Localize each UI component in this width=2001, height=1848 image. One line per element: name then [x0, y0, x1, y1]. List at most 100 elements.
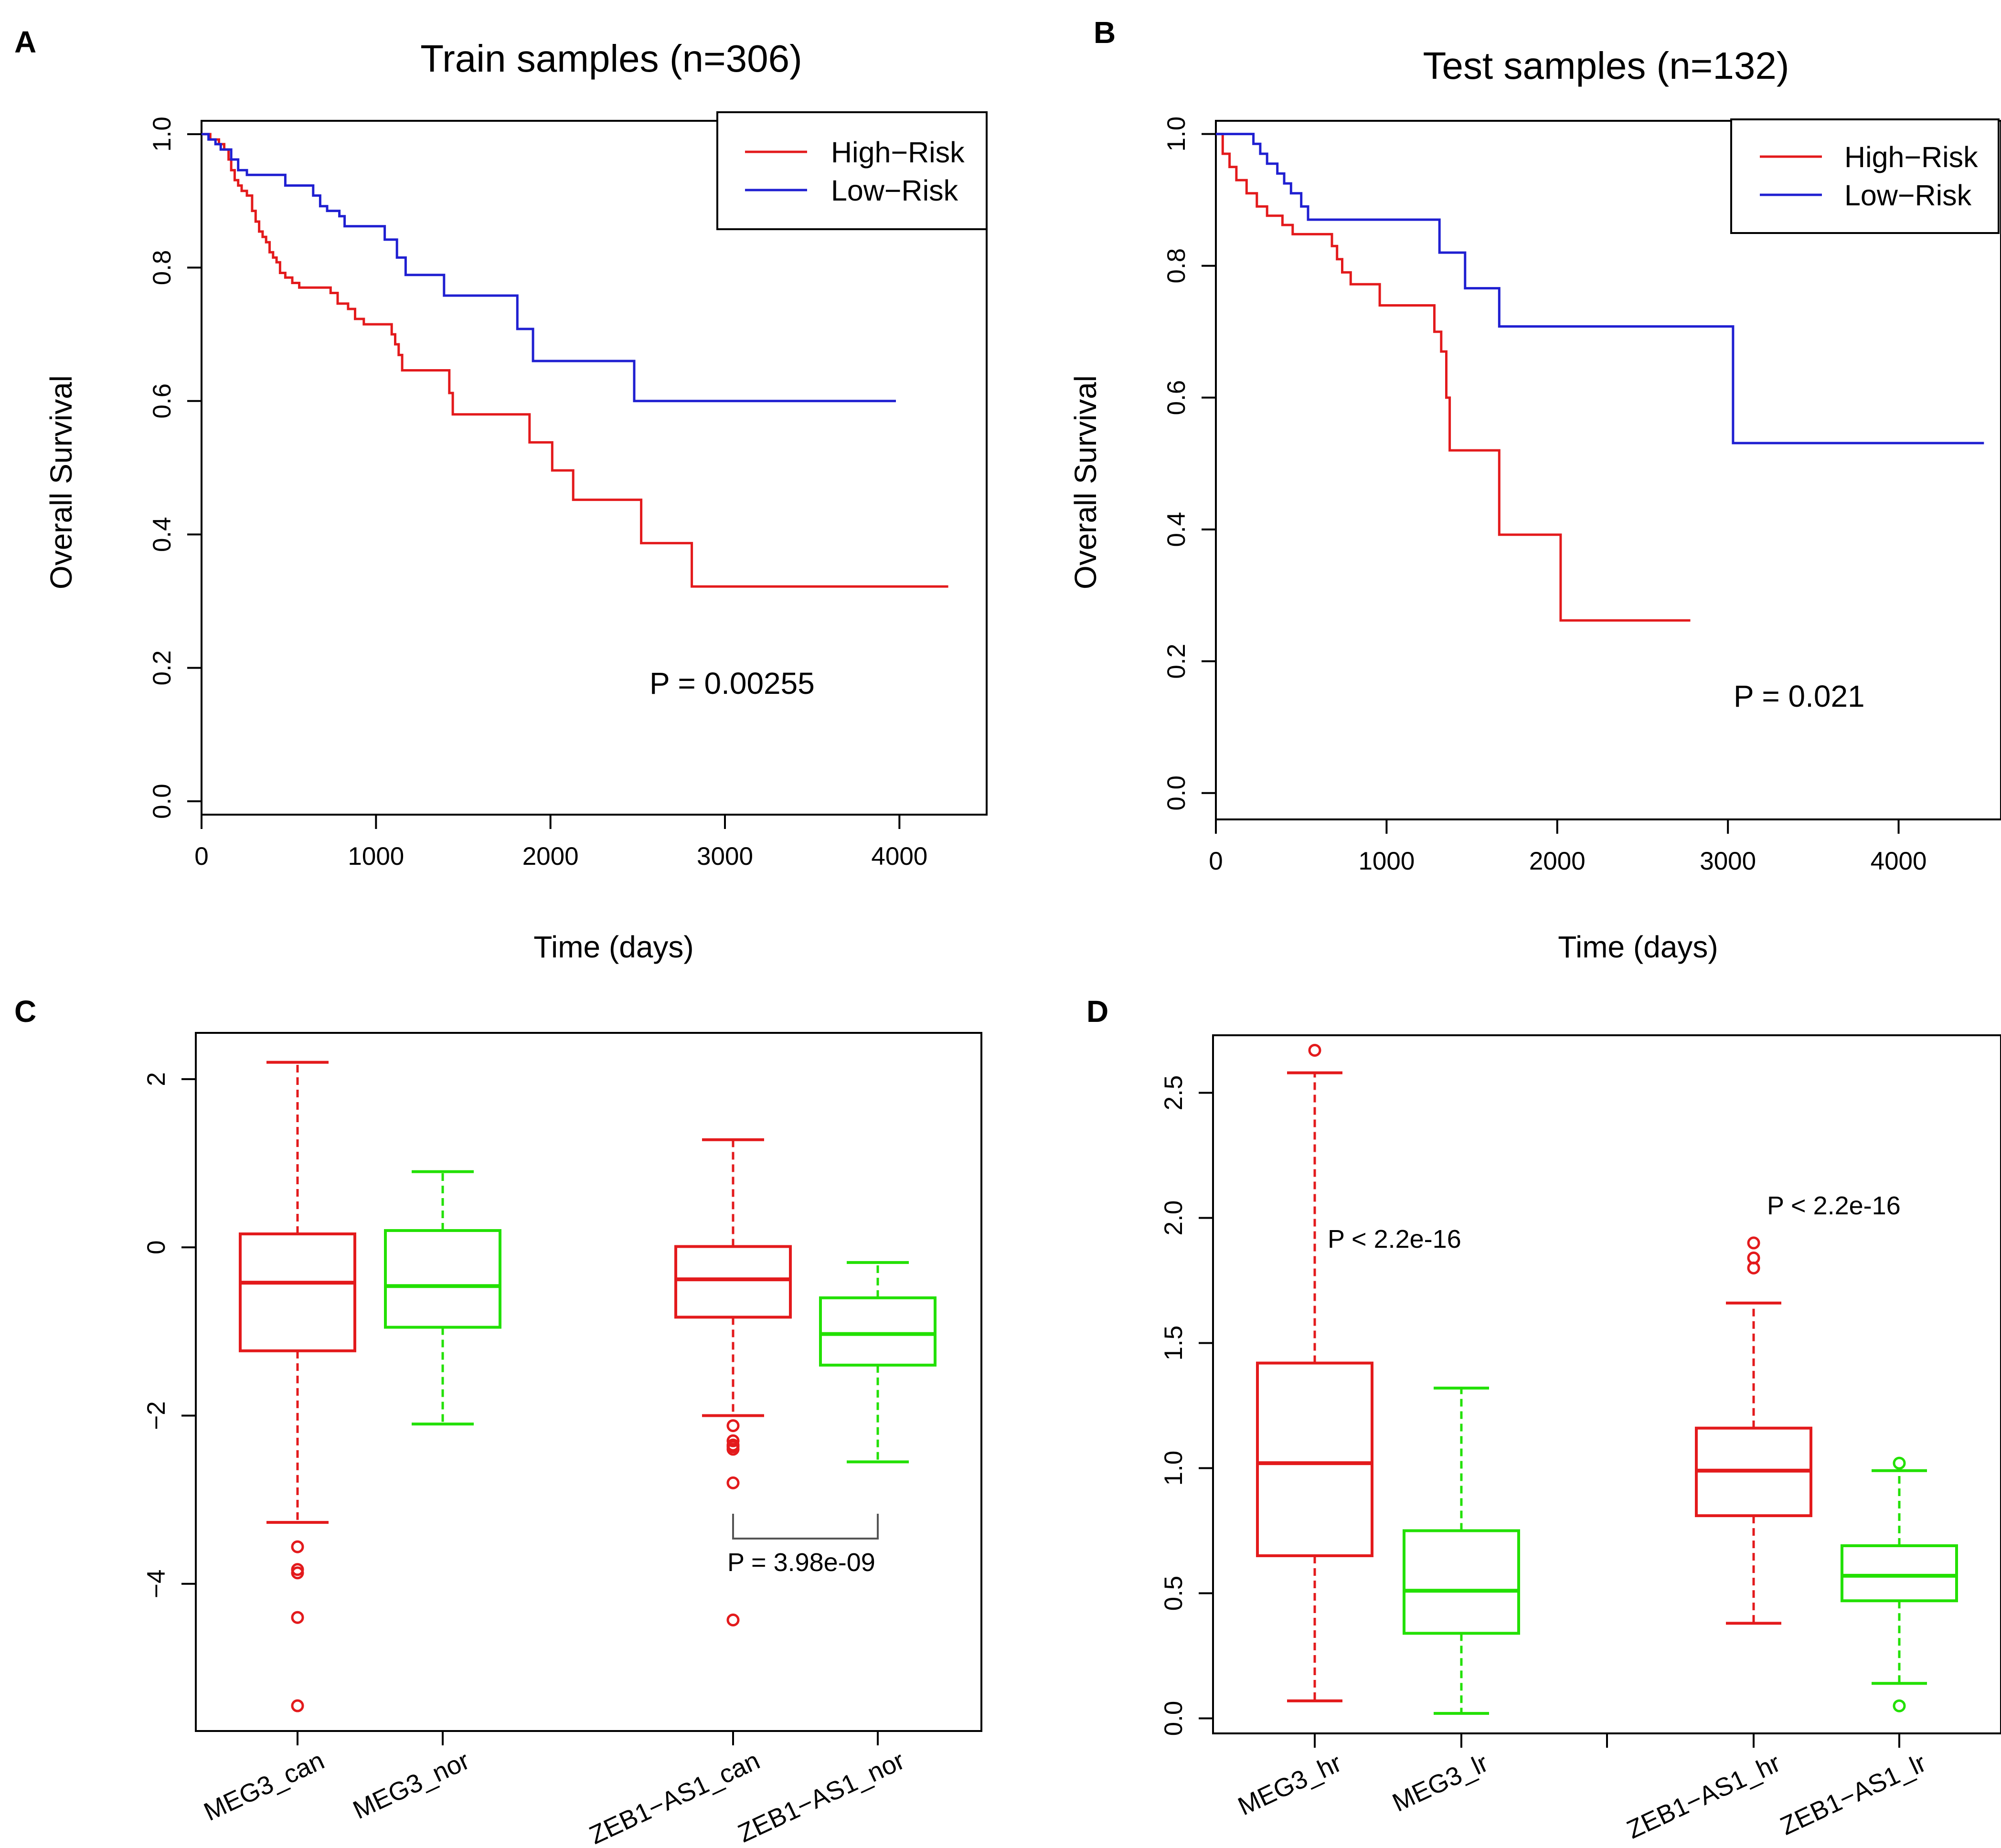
panel-a-y-tick-label: 1.0 [148, 117, 176, 152]
panel-c-y-tick-label: 0 [142, 1240, 170, 1254]
panel-b-legend-high-risk: High−Risk [1844, 141, 1978, 173]
panel-c-y-tick-label: −2 [142, 1401, 170, 1430]
panel-a-survival-train: Train samples (n=306) 0 1000 2000 3000 4000 … [44, 37, 988, 964]
panel-a-x-axis-label: Time (days) [533, 930, 693, 964]
panel-d-box-meg3-lr [1403, 1386, 1520, 1715]
panel-b-curve-high-risk [1216, 133, 1691, 622]
panel-c-outlier [291, 1611, 304, 1624]
panel-d-p-value-zeb1: P < 2.2e-16 [1767, 1191, 1901, 1220]
panel-c-outlier [291, 1566, 304, 1580]
panel-d-box-iqr [1403, 1529, 1520, 1635]
panel-b-x-axis-label: Time (days) [1558, 930, 1718, 964]
panel-a-x-tick-label: 3000 [697, 842, 753, 871]
panel-d-y-tick-label: 1.0 [1160, 1451, 1188, 1486]
panel-a-y-axis-label: Overall Survival [44, 375, 78, 589]
panel-d-y-tick-label: 1.5 [1160, 1326, 1188, 1361]
panel-c-outlier [726, 1476, 740, 1489]
panel-c-box-iqr [239, 1232, 356, 1352]
panel-b-x-tick-label: 3000 [1700, 847, 1756, 875]
panel-a-title: Train samples (n=306) [420, 37, 802, 80]
panel-d-boxes [1256, 1043, 1958, 1715]
panel-a-legend: High−Risk Low−Risk [716, 111, 988, 230]
panel-d-p-value-meg3: P < 2.2e-16 [1328, 1225, 1461, 1253]
panel-d-y-tick-label: 0.0 [1160, 1701, 1188, 1736]
panel-b-x-tick-label: 2000 [1529, 847, 1586, 875]
panel-a-x-tick-label: 0 [194, 842, 208, 871]
panel-a-x-axis: 0 1000 2000 3000 4000 [194, 814, 927, 871]
panel-c-y-axis: −4 −2 0 2 [142, 1072, 197, 1598]
panel-d-outlier [1747, 1236, 1760, 1250]
panel-c-outlier [291, 1699, 304, 1712]
panel-c-box-meg3-nor [384, 1170, 501, 1426]
panel-a-x-tick-label: 4000 [871, 842, 927, 871]
panel-d-y-tick-label: 0.5 [1160, 1576, 1188, 1611]
panel-c-significance-bracket [732, 1514, 879, 1540]
panel-c-bracket-line [732, 1514, 879, 1540]
panel-b-title: Test samples (n=132) [1423, 44, 1789, 87]
panel-a-curve-low-risk [202, 133, 896, 403]
panel-c-box-meg3-can [239, 1061, 356, 1712]
panel-a-x-tick-label: 2000 [522, 842, 579, 871]
panel-a-p-value: P = 0.00255 [649, 666, 815, 701]
panel-c-box-zeb1-as1-nor [819, 1261, 937, 1464]
panel-b-x-tick-label: 4000 [1871, 847, 1927, 875]
panel-b-curves [1216, 133, 1984, 622]
panel-d-box-meg3-hr [1256, 1043, 1373, 1702]
panel-c-y-tick-label: 2 [142, 1072, 170, 1086]
panel-d-box-zeb1-as1-hr [1695, 1236, 1812, 1625]
panel-b-x-axis: 0 1000 2000 3000 4000 [1209, 818, 1927, 875]
panel-d-outlier [1893, 1699, 1906, 1712]
panel-c-outlier [726, 1613, 740, 1626]
panel-d-outlier [1308, 1043, 1321, 1057]
panel-a-y-axis: 0.0 0.2 0.4 0.6 0.8 1.0 [148, 117, 202, 819]
panel-letter-b: B [1094, 15, 1116, 50]
panel-d-y-tick-label: 2.0 [1160, 1200, 1188, 1236]
panel-b-y-tick-label: 0.8 [1162, 248, 1191, 284]
panel-a-y-tick-label: 0.4 [148, 517, 176, 552]
panel-b-y-tick-label: 1.0 [1162, 117, 1191, 152]
panel-c-box-iqr [674, 1245, 792, 1319]
panel-a-curve-high-risk [202, 133, 948, 588]
panel-b-y-tick-label: 0.4 [1162, 512, 1191, 547]
panel-b-curve-low-risk [1216, 133, 1984, 445]
panel-c-outlier [726, 1443, 740, 1456]
panel-d-box-zeb1-as1-lr [1841, 1456, 1958, 1712]
panel-d-box-iqr [1841, 1544, 1958, 1603]
panel-b-y-axis-label: Overall Survival [1068, 375, 1103, 589]
panel-a-y-tick-label: 0.0 [148, 784, 176, 819]
panel-a-legend-high-risk: High−Risk [831, 136, 965, 169]
panel-a-y-tick-label: 0.8 [148, 250, 176, 286]
panel-a-y-tick-label: 0.2 [148, 650, 176, 686]
panel-letter-d: D [1086, 994, 1108, 1029]
panel-b-y-tick-label: 0.2 [1162, 644, 1191, 679]
panel-b-legend-box [1730, 118, 2000, 234]
panel-d-y-axis: 0.0 0.5 1.0 1.5 2.0 2.5 [1160, 1075, 1214, 1736]
panel-b-p-value: P = 0.021 [1734, 679, 1865, 713]
panel-b-y-tick-label: 0.6 [1162, 380, 1191, 415]
panel-c-y-tick-label: −4 [142, 1570, 170, 1598]
panel-a-x-tick-label: 1000 [348, 842, 404, 871]
panel-c-box-iqr [819, 1296, 937, 1367]
panel-b-x-tick-label: 1000 [1358, 847, 1415, 875]
panel-c-boxes [239, 1061, 937, 1712]
panel-c-outlier [291, 1540, 304, 1553]
panel-a-legend-low-risk: Low−Risk [831, 174, 958, 207]
panel-b-legend: High−Risk Low−Risk [1730, 118, 2000, 234]
panel-c-p-value: P = 3.98e-09 [727, 1548, 875, 1577]
panel-c-box-iqr [384, 1229, 501, 1329]
panel-b-y-tick-label: 0.0 [1162, 775, 1191, 811]
panel-b-y-axis: 0.0 0.2 0.4 0.6 0.8 1.0 [1162, 117, 1217, 811]
panel-c-outlier [726, 1434, 740, 1447]
panel-letter-c: C [14, 994, 36, 1029]
panel-a-legend-box [716, 111, 988, 230]
panel-b-x-tick-label: 0 [1209, 847, 1223, 875]
panel-b-survival-test: Test samples (n=132) 0 1000 2000 3000 4000 0… [1068, 44, 2001, 964]
panel-c-box-zeb1-as1-can [674, 1138, 792, 1626]
panel-letter-a: A [14, 25, 36, 59]
panel-d-outlier [1747, 1251, 1760, 1264]
panel-a-y-tick-label: 0.6 [148, 383, 176, 419]
panel-d-outlier [1893, 1456, 1906, 1470]
panel-d-y-tick-label: 2.5 [1160, 1075, 1188, 1111]
panel-b-legend-low-risk: Low−Risk [1844, 179, 1972, 212]
